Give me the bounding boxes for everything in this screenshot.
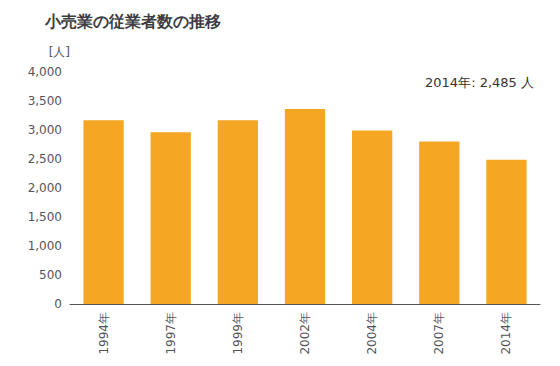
svg-text:2,000: 2,000 <box>28 181 62 195</box>
svg-text:4,000: 4,000 <box>28 65 62 79</box>
svg-text:2004年: 2004年 <box>365 312 379 355</box>
svg-text:2002年: 2002年 <box>298 312 312 355</box>
svg-text:2014年: 2,485 人: 2014年: 2,485 人 <box>425 75 534 90</box>
svg-text:0: 0 <box>54 297 62 311</box>
svg-text:[人]: [人] <box>49 45 70 59</box>
svg-text:2014年: 2014年 <box>499 312 513 355</box>
svg-text:1999年: 1999年 <box>231 312 245 355</box>
svg-text:2,500: 2,500 <box>28 152 62 166</box>
svg-text:1994年: 1994年 <box>97 312 111 355</box>
svg-text:1,000: 1,000 <box>28 239 62 253</box>
svg-text:1997年: 1997年 <box>164 312 178 355</box>
svg-text:3,000: 3,000 <box>28 123 62 137</box>
svg-text:2007年: 2007年 <box>432 312 446 355</box>
svg-text:小売業の従業者数の推移: 小売業の従業者数の推移 <box>44 12 221 31</box>
svg-text:3,500: 3,500 <box>28 94 62 108</box>
svg-text:1,500: 1,500 <box>28 210 62 224</box>
svg-text:500: 500 <box>39 268 62 282</box>
